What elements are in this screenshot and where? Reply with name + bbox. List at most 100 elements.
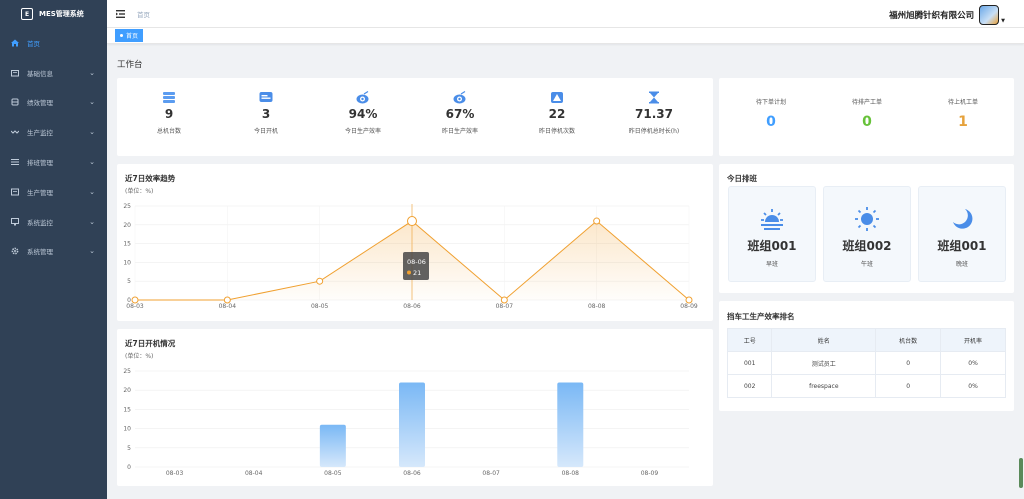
- shift-card: 班组001 晚班: [918, 186, 1006, 282]
- stat-label: 昨日停机次数: [538, 128, 575, 135]
- data-point[interactable]: [316, 277, 324, 285]
- sidebar-item-label: 排班管理: [27, 159, 53, 168]
- x-tick-label: 08-07: [496, 303, 514, 310]
- pending-label: 待上机工单: [947, 99, 978, 106]
- sidebar-item-5[interactable]: 生产管理 ⌄: [0, 177, 107, 207]
- moon-icon: [949, 207, 975, 231]
- avatar[interactable]: [979, 5, 1000, 25]
- bar[interactable]: [319, 424, 346, 467]
- chevron-down-icon: ⌄: [89, 187, 95, 196]
- stat-value: 94%: [348, 107, 378, 121]
- running-chart-subtitle: (单位：%): [125, 353, 154, 360]
- user-area[interactable]: 福州旭腾针织有限公司 ▼: [889, 5, 1005, 25]
- stat-label: 昨日停机总时长(h): [628, 128, 680, 135]
- wave-icon: [11, 128, 19, 136]
- pending-item[interactable]: 待排产工单 0: [819, 97, 915, 130]
- data-point[interactable]: [500, 296, 508, 304]
- sidebar-menu: 首页 基础信息 ⌄ 绩效管理 ⌄ 生产监控 ⌄ 排班管理 ⌄ 生产管理 ⌄ 系统监控 ⌄ 系统管理 ⌄: [0, 28, 107, 266]
- stat-item: 3 今日开机: [218, 78, 314, 135]
- sidebar-item-2[interactable]: 绩效管理 ⌄: [0, 88, 107, 118]
- data-point[interactable]: [593, 217, 601, 225]
- sidebar-item-label: 系统监控: [27, 218, 53, 227]
- y-tick-label: 20: [123, 222, 131, 229]
- pending-card: 待下单计划 0 待排产工单 0 待上机工单 1: [719, 78, 1014, 156]
- efficiency-icon: [356, 90, 370, 104]
- sidebar: E MES管理系统 首页 基础信息 ⌄ 绩效管理 ⌄ 生产监控 ⌄ 排班管理 ⌄ 生产管理 ⌄ 系统监…: [0, 0, 107, 499]
- y-tick-label: 5: [127, 445, 131, 452]
- pending-value: 1: [958, 114, 968, 130]
- caret-down-icon[interactable]: ▼: [1001, 18, 1005, 24]
- table-header: 开机率: [940, 328, 1006, 352]
- warning-icon: [550, 91, 564, 104]
- running-chart[interactable]: 0 5 10 15 20 25 08-03 08-04 08-05 08-06 08-07 08-08…: [117, 329, 713, 486]
- table-cell: 0%: [940, 351, 1006, 375]
- bar[interactable]: [557, 382, 584, 467]
- x-tick-label: 08-03: [126, 303, 144, 310]
- sidebar-item-0[interactable]: 首页: [0, 28, 107, 58]
- shift-team: 班组002: [842, 239, 892, 253]
- stat-item: 71.37 昨日停机总时长(h): [606, 78, 702, 135]
- sidebar-item-label: 首页: [27, 39, 40, 48]
- pending-item[interactable]: 待上机工单 1: [915, 97, 1011, 130]
- hamburger-icon[interactable]: [116, 9, 125, 18]
- data-point[interactable]: [223, 296, 231, 304]
- shift-period: 早班: [765, 261, 778, 268]
- page-title: 工作台: [117, 60, 143, 70]
- pending-value: 0: [766, 114, 776, 130]
- pending-value: 0: [862, 114, 872, 130]
- x-tick-label: 08-09: [641, 470, 659, 477]
- device-icon: [259, 91, 273, 104]
- data-point[interactable]: [685, 296, 693, 304]
- tooltip-date: 08-06: [407, 258, 426, 266]
- server-icon: [162, 91, 176, 104]
- pending-item[interactable]: 待下单计划 0: [723, 97, 819, 130]
- x-tick-label: 08-05: [324, 470, 342, 477]
- monitor-icon: [11, 217, 19, 226]
- table-cell: 0%: [940, 374, 1006, 398]
- stats-card: 9 总机台数 3 今日开机 94% 今日生产效率 67% 昨日生产效率 22 昨日停机次数 71.3…: [117, 78, 713, 156]
- bar[interactable]: [399, 382, 425, 467]
- sidebar-item-1[interactable]: 基础信息 ⌄: [0, 58, 107, 88]
- shift-card: 班组001 早班: [728, 186, 816, 282]
- x-tick-label: 08-05: [311, 303, 329, 310]
- chevron-down-icon: ⌄: [89, 98, 95, 107]
- sidebar-item-6[interactable]: 系统监控 ⌄: [0, 207, 107, 237]
- sidebar-item-3[interactable]: 生产监控 ⌄: [0, 117, 107, 147]
- chart-tooltip: 08-06 21: [403, 252, 429, 280]
- sidebar-item-label: 绩效管理: [27, 99, 53, 108]
- efficiency-chart-subtitle: (单位：%): [125, 188, 154, 195]
- app-logo[interactable]: E MES管理系统: [0, 0, 107, 28]
- tag-label: 首页: [126, 33, 139, 40]
- pending-label: 待下单计划: [755, 99, 786, 106]
- stat-item: 67% 昨日生产效率: [412, 78, 508, 135]
- schedule-title: 今日排班: [727, 174, 757, 183]
- efficiency-icon: [453, 90, 467, 104]
- table-cell: 0: [875, 374, 942, 398]
- scrollbar-thumb[interactable]: [1019, 458, 1023, 488]
- layers-icon: [11, 98, 19, 106]
- logo-icon: E: [21, 8, 33, 20]
- efficiency-chart[interactable]: 0 5 10 15 20 25 08-03 08-04 08-05 08-06 08-07 08-08…: [117, 164, 713, 321]
- ranking-title: 挡车工生产效率排名: [727, 312, 795, 321]
- stat-value: 71.37: [635, 107, 673, 121]
- sidebar-item-7[interactable]: 系统管理 ⌄: [0, 237, 107, 267]
- table-cell: 002: [726, 374, 773, 398]
- tag-home[interactable]: 首页: [115, 29, 144, 42]
- y-tick-label: 0: [127, 464, 131, 471]
- sidebar-item-label: 生产监控: [27, 129, 53, 138]
- sidebar-item-label: 基础信息: [27, 69, 53, 78]
- app-title: MES管理系统: [39, 10, 84, 18]
- stat-label: 今日生产效率: [344, 128, 381, 135]
- x-tick-label: 08-07: [482, 470, 500, 477]
- sun-icon: [854, 207, 880, 231]
- data-point[interactable]: [131, 296, 139, 304]
- schedule-card: 今日排班 班组001 早班 班组002 午班 班组001 晚班: [719, 164, 1014, 293]
- chevron-down-icon: ⌄: [89, 217, 95, 226]
- data-point[interactable]: [407, 216, 417, 227]
- stat-value: 22: [548, 107, 566, 121]
- sidebar-item-4[interactable]: 排班管理 ⌄: [0, 147, 107, 177]
- y-tick-label: 10: [123, 426, 131, 433]
- sidebar-item-label: 生产管理: [27, 188, 53, 197]
- table-cell: 测试员工: [771, 351, 877, 375]
- breadcrumb[interactable]: 首页: [137, 10, 150, 19]
